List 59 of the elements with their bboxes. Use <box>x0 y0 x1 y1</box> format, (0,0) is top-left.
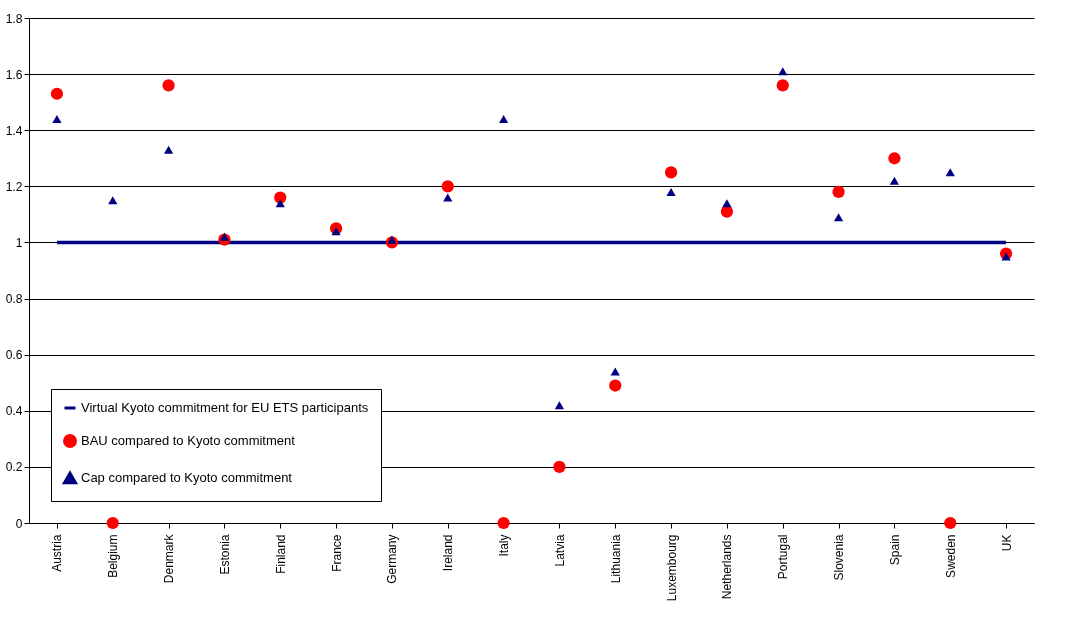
point <box>163 145 174 154</box>
point <box>778 67 788 76</box>
point <box>664 166 678 179</box>
x-tick-label: Luxembourg <box>664 534 679 602</box>
x-tick-label: Spain <box>887 534 902 566</box>
point <box>833 213 844 222</box>
point <box>387 235 397 244</box>
point <box>50 87 64 100</box>
y-tick-label: 0.4 <box>5 404 23 419</box>
x-tick-label: Portugal <box>776 534 791 580</box>
legend-label: Cap compared to Kyoto commitment <box>81 470 293 485</box>
x-tick-label: France <box>329 534 344 572</box>
y-tick-label: 0.6 <box>5 348 23 363</box>
point <box>219 232 230 241</box>
point <box>443 193 453 202</box>
point <box>776 79 789 92</box>
point <box>108 196 118 205</box>
x-tick-label: Lithuania <box>608 534 623 584</box>
x-tick-label: Denmark <box>162 533 177 584</box>
x-tick-label: Germany <box>385 534 400 584</box>
point <box>889 176 900 185</box>
x-tick-label: Italy <box>497 534 512 557</box>
point <box>441 180 454 193</box>
point <box>52 115 62 123</box>
point <box>554 401 565 410</box>
y-tick-label: 1.2 <box>5 179 23 194</box>
point <box>720 205 734 218</box>
y-tick-label: 1.4 <box>5 123 23 138</box>
x-tick-label: Netherlands <box>720 534 735 600</box>
x-tick-label: Austria <box>50 534 65 572</box>
y-tick-label: 1 <box>15 235 23 250</box>
point <box>553 460 566 473</box>
point <box>722 199 732 208</box>
y-tick-label: 0.2 <box>5 460 23 475</box>
point <box>944 516 957 530</box>
x-tick-label: Belgium <box>106 534 121 578</box>
y-tick-label: 1.8 <box>5 11 23 26</box>
x-tick-label: Ireland <box>441 534 456 572</box>
x-tick-label: UK <box>999 534 1014 552</box>
x-tick-label: Sweden <box>943 534 958 578</box>
x-tick-label: Latvia <box>552 534 567 567</box>
point <box>498 115 509 123</box>
x-tick-label: Estonia <box>217 534 232 575</box>
point <box>162 79 175 92</box>
y-tick-label: 0.8 <box>5 292 23 307</box>
point <box>106 516 119 530</box>
y-tick-label: 0 <box>15 516 23 531</box>
point <box>666 187 676 196</box>
legend-label: Virtual Kyoto commitment for EU ETS participants <box>81 400 369 415</box>
y-tick-label: 1.6 <box>5 67 23 82</box>
point <box>275 199 285 208</box>
x-tick-label: Finland <box>273 534 288 574</box>
legend-label: BAU compared to Kyoto commitment <box>81 433 296 448</box>
point <box>609 379 622 392</box>
point <box>832 185 845 199</box>
point <box>888 152 901 165</box>
point <box>497 516 510 530</box>
x-tick-label: Slovenia <box>832 534 847 581</box>
point <box>331 227 341 236</box>
